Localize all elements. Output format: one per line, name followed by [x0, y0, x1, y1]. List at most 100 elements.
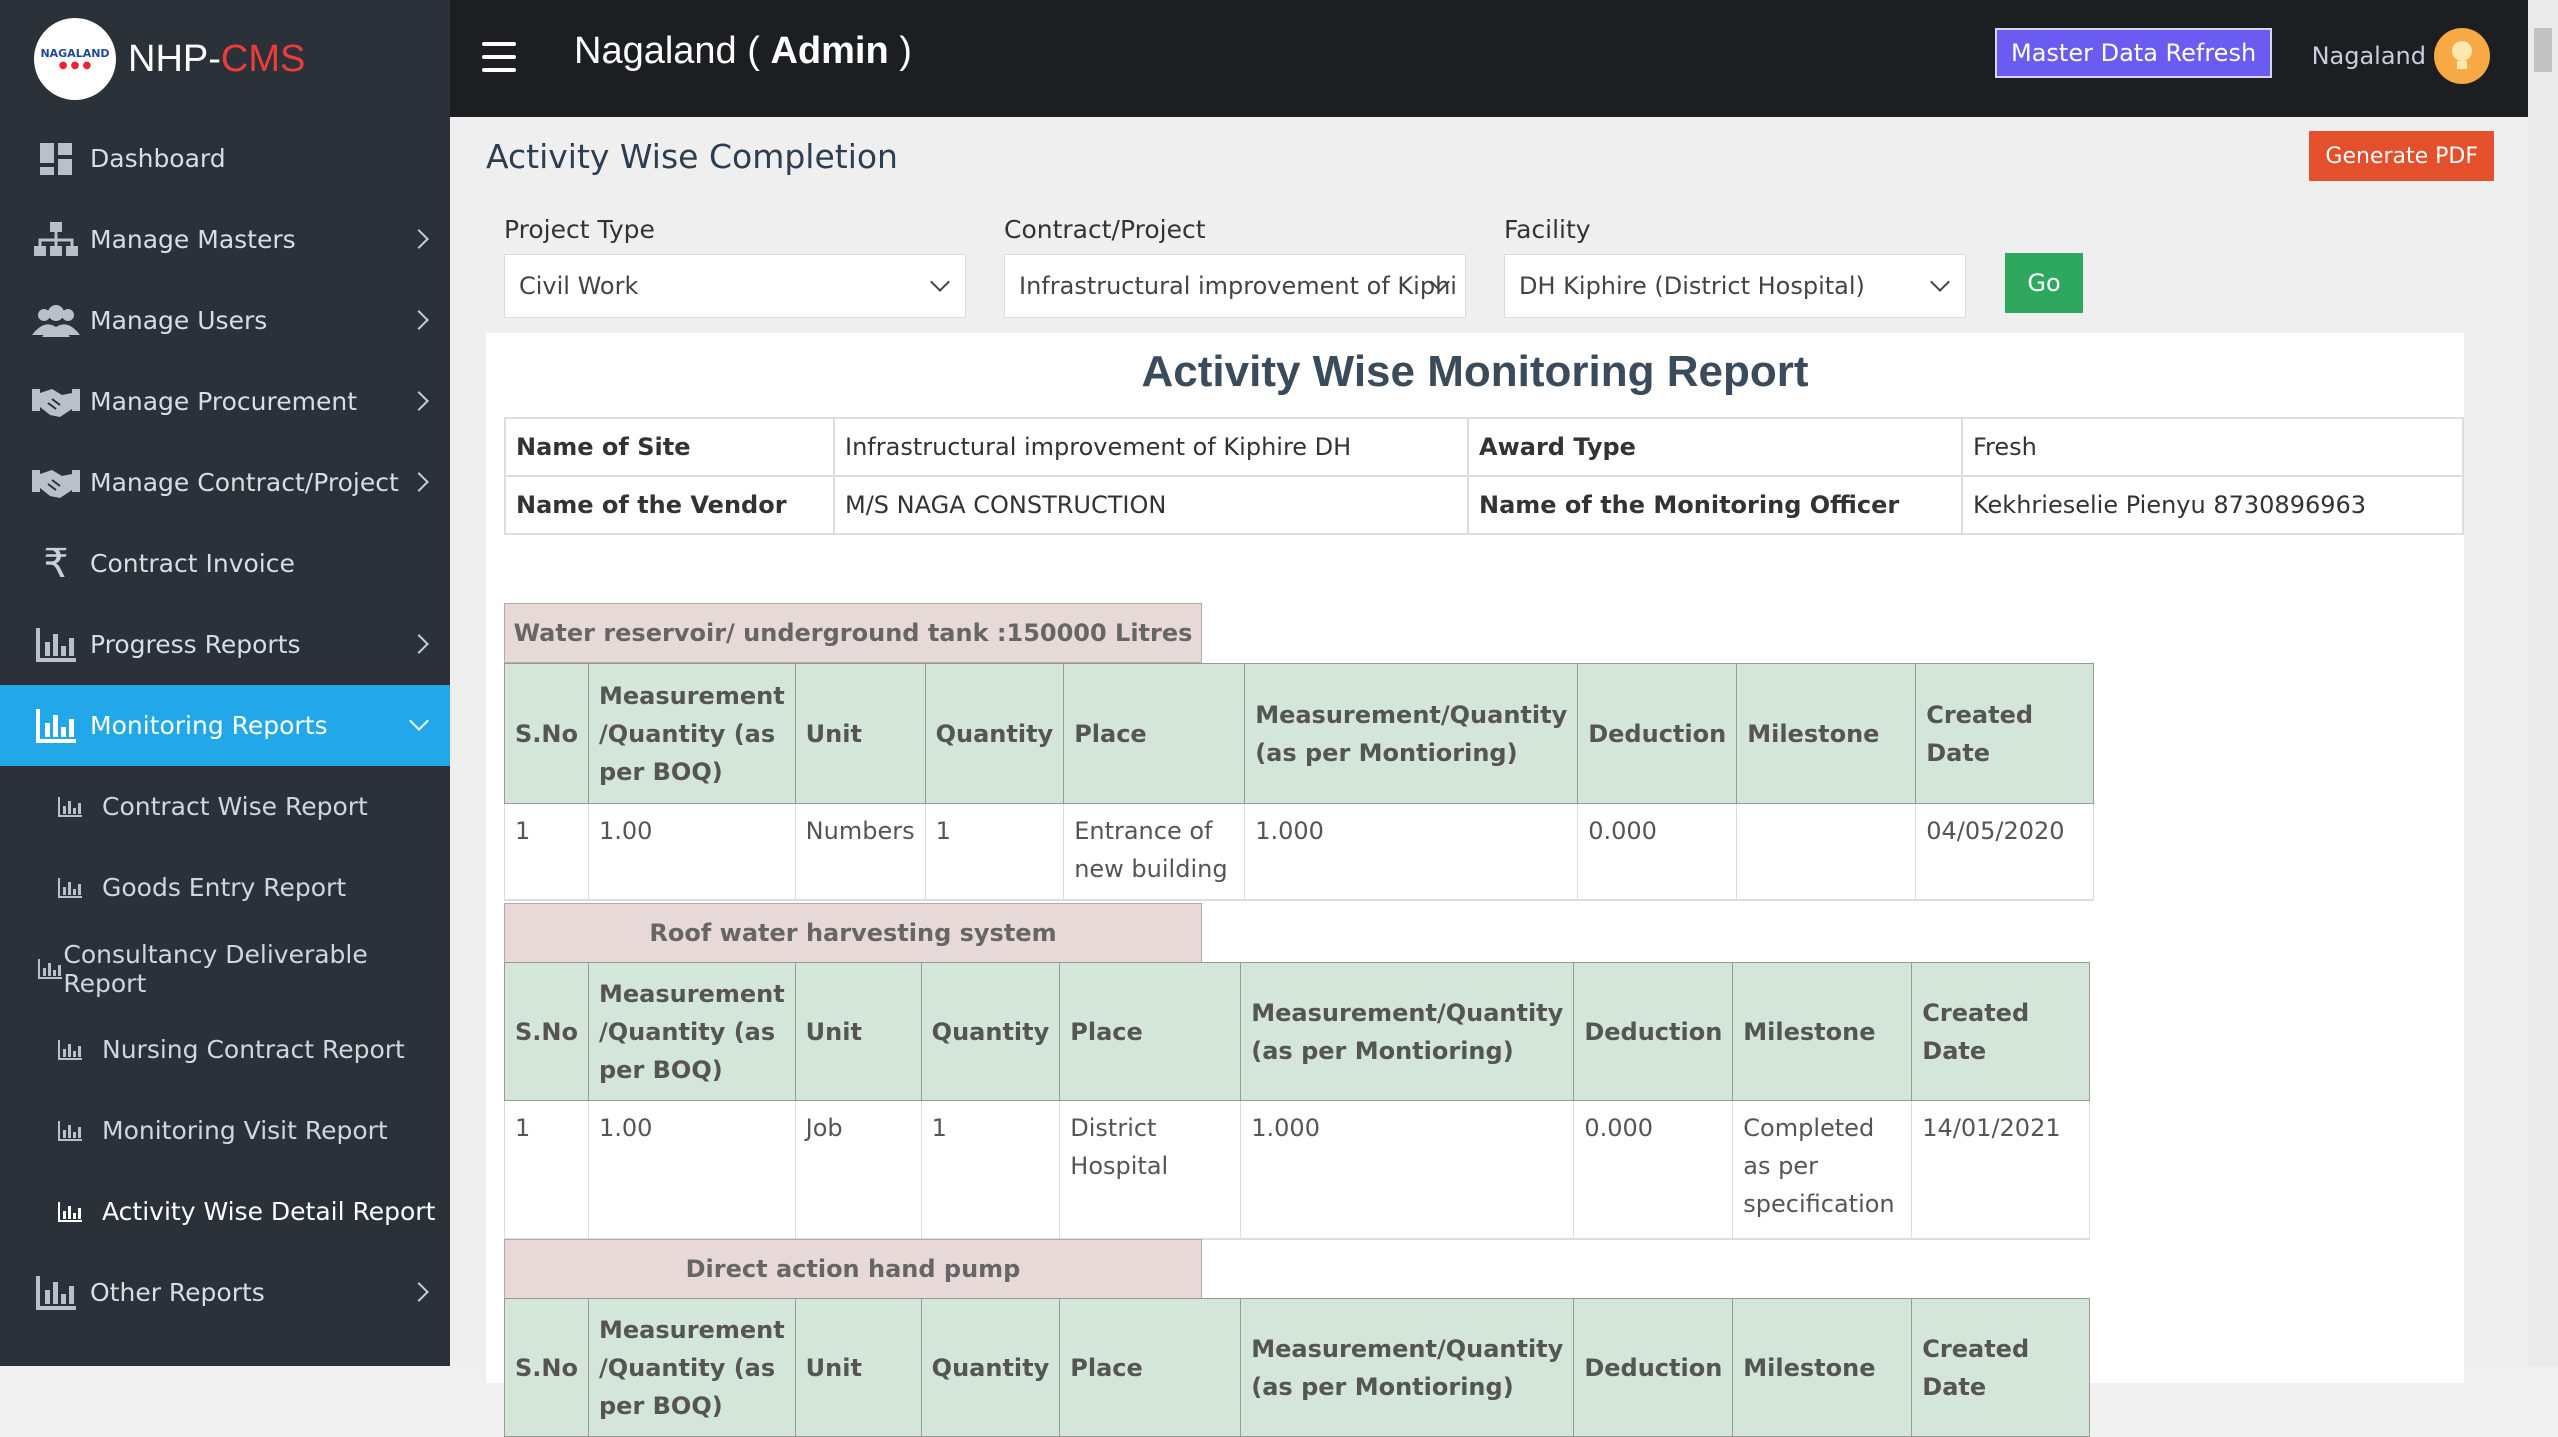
- column-header: Unit: [794, 1298, 922, 1437]
- column-header: S.No: [504, 962, 589, 1101]
- sidebar-item-manage-procurement[interactable]: Manage Procurement: [0, 361, 450, 442]
- filter-facility: Facility DH Kiphire (District Hospital): [1504, 215, 1966, 318]
- contract-project-select[interactable]: Infrastructural improvement of Kiphi: [1004, 254, 1466, 318]
- column-header: Quantity: [920, 1298, 1061, 1437]
- dashboard-icon: [32, 139, 80, 179]
- column-header: Created Date: [1915, 663, 2095, 804]
- go-button[interactable]: Go: [2005, 253, 2083, 313]
- table-cell: 1.000: [1244, 803, 1579, 901]
- brand[interactable]: NAGALAND ● ● ● NHP-CMS: [0, 0, 450, 118]
- sidebar-item-progress-reports[interactable]: Progress Reports: [0, 604, 450, 685]
- user-name: Nagaland: [2311, 42, 2426, 70]
- page-title: Activity Wise Completion: [486, 137, 898, 176]
- bar-chart-icon: [56, 1200, 84, 1224]
- scrollbar-thumb[interactable]: [2534, 28, 2552, 72]
- filter-bar: Project Type Civil Work Contract/Project…: [504, 215, 2004, 318]
- bar-chart-icon: [36, 957, 63, 981]
- column-header: Deduction: [1577, 663, 1738, 804]
- vendor-value: M/S NAGA CONSTRUCTION: [833, 475, 1469, 535]
- facility-select[interactable]: DH Kiphire (District Hospital): [1504, 254, 1966, 318]
- table-cell: 0.000: [1577, 803, 1738, 901]
- column-header: Unit: [794, 663, 926, 804]
- chevron-down-icon: [1930, 272, 1950, 292]
- section-title: Roof water harvesting system: [504, 903, 1202, 963]
- sidebar-item-other-reports[interactable]: Other Reports: [0, 1252, 450, 1333]
- bar-chart-icon: [56, 1038, 84, 1062]
- table-cell: 1: [925, 803, 1065, 901]
- page-scrollbar[interactable]: [2528, 0, 2558, 1366]
- rupee-icon: ₹: [43, 540, 69, 587]
- filter-label: Contract/Project: [1004, 215, 1206, 244]
- table-cell: 1.00: [588, 803, 796, 901]
- generate-pdf-button[interactable]: Generate PDF: [2309, 131, 2494, 181]
- table-cell: District Hospital: [1059, 1100, 1242, 1240]
- bar-chart-icon: [56, 795, 84, 819]
- project-type-select[interactable]: Civil Work: [504, 254, 966, 318]
- table-cell: [1736, 803, 1917, 901]
- sidebar: NAGALAND ● ● ● NHP-CMS Dashboard Manage …: [0, 0, 450, 1366]
- chevron-right-icon: [409, 471, 429, 492]
- bar-chart-icon: [56, 876, 84, 900]
- table-cell: 1: [504, 803, 589, 901]
- officer-value: Kekhrieselie Pienyu 8730896963: [1961, 475, 2464, 535]
- sidebar-subitem-activity-wise-detail-report[interactable]: Activity Wise Detail Report: [0, 1171, 450, 1252]
- avatar: [2434, 28, 2490, 84]
- column-header: Measurement/Quantity (as per Montioring): [1244, 663, 1579, 804]
- sidebar-item-manage-users[interactable]: Manage Users: [0, 280, 450, 361]
- filter-project-type: Project Type Civil Work: [504, 215, 966, 318]
- top-bar: Nagaland ( Admin ) Master Data Refresh N…: [450, 0, 2528, 117]
- sidebar-item-dashboard[interactable]: Dashboard: [0, 118, 450, 199]
- table-cell: 1.000: [1240, 1100, 1575, 1240]
- table-cell: 0.000: [1573, 1100, 1734, 1240]
- table-cell: Completed as per specification: [1732, 1100, 1913, 1240]
- sidebar-item-monitoring-reports[interactable]: Monitoring Reports: [0, 685, 450, 766]
- column-header: Unit: [794, 962, 922, 1101]
- master-data-refresh-button[interactable]: Master Data Refresh: [1995, 28, 2273, 78]
- column-header: Measurement /Quantity (as per BOQ): [587, 962, 796, 1101]
- main-content: Activity Wise Completion Generate PDF Pr…: [450, 117, 2528, 1437]
- column-header: Measurement/Quantity (as per Montioring): [1240, 1298, 1575, 1437]
- table-cell: Entrance of new building: [1063, 803, 1246, 901]
- chevron-right-icon: [409, 633, 429, 654]
- chevron-right-icon: [409, 228, 429, 249]
- column-header: Milestone: [1732, 1298, 1913, 1437]
- activity-table: S.No Measurement /Quantity (as per BOQ) …: [504, 962, 2091, 1240]
- column-header: Quantity: [924, 663, 1065, 804]
- report-info-table: Name of Site Infrastructural improvement…: [504, 417, 2464, 535]
- chevron-down-icon: [409, 710, 429, 731]
- table-cell: 04/05/2020: [1915, 803, 2095, 901]
- sidebar-subitem-nursing-contract-report[interactable]: Nursing Contract Report: [0, 1009, 450, 1090]
- award-label: Award Type: [1467, 417, 1963, 477]
- sidebar-item-contract-invoice[interactable]: ₹ Contract Invoice: [0, 523, 450, 604]
- officer-label: Name of the Monitoring Officer: [1467, 475, 1963, 535]
- activity-table: S.No Measurement /Quantity (as per BOQ) …: [504, 1298, 2091, 1437]
- column-header: Place: [1059, 1298, 1242, 1437]
- sidebar-subitem-contract-wise-report[interactable]: Contract Wise Report: [0, 766, 450, 847]
- table-cell: 1.00: [588, 1100, 796, 1240]
- table-cell: 14/01/2021: [1911, 1100, 2091, 1240]
- hamburger-menu-icon[interactable]: [482, 42, 516, 72]
- bar-chart-icon: [32, 625, 80, 665]
- sidebar-subitem-goods-entry-report[interactable]: Goods Entry Report: [0, 847, 450, 928]
- chevron-right-icon: [409, 1281, 429, 1302]
- user-menu[interactable]: Nagaland: [2312, 28, 2490, 84]
- column-header: Created Date: [1911, 962, 2091, 1101]
- bar-chart-icon: [32, 706, 80, 746]
- section-title: Water reservoir/ underground tank :15000…: [504, 603, 1202, 663]
- sidebar-item-manage-masters[interactable]: Manage Masters: [0, 199, 450, 280]
- table-cell: 1: [504, 1100, 589, 1240]
- column-header: Measurement /Quantity (as per BOQ): [587, 1298, 796, 1437]
- sidebar-subitem-consultancy-deliverable-report[interactable]: Consultancy Deliverable Report: [0, 928, 450, 1009]
- table-cell: Numbers: [795, 803, 926, 901]
- vendor-label: Name of the Vendor: [504, 475, 835, 535]
- filter-contract-project: Contract/Project Infrastructural improve…: [1004, 215, 1466, 318]
- report-panel: Activity Wise Monitoring Report Name of …: [486, 333, 2464, 1437]
- column-header: Deduction: [1573, 962, 1734, 1101]
- column-header: Quantity: [920, 962, 1061, 1101]
- column-header: Place: [1063, 663, 1246, 804]
- column-header: Created Date: [1911, 1298, 2091, 1437]
- chevron-right-icon: [409, 390, 429, 411]
- sidebar-subitem-monitoring-visit-report[interactable]: Monitoring Visit Report: [0, 1090, 450, 1171]
- column-header: Measurement /Quantity (as per BOQ): [587, 663, 796, 804]
- sidebar-item-manage-contract-project[interactable]: Manage Contract/Project: [0, 442, 450, 523]
